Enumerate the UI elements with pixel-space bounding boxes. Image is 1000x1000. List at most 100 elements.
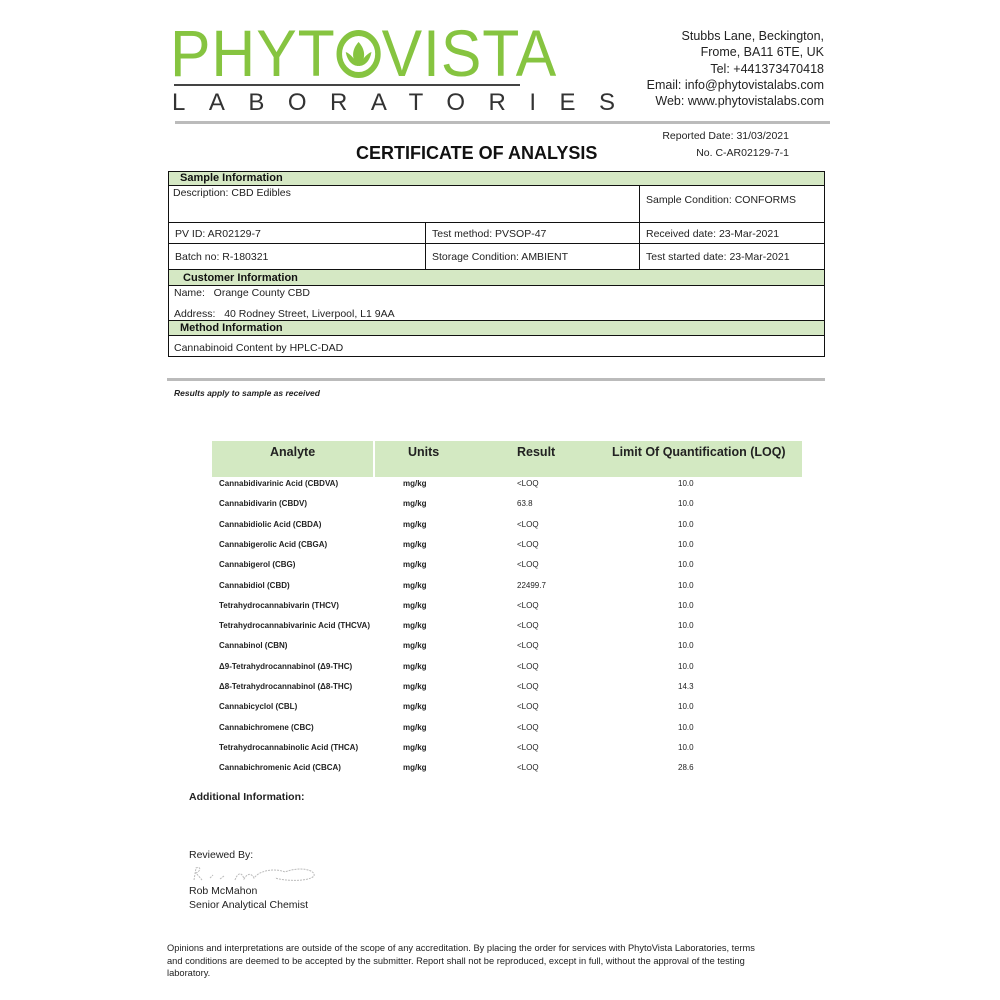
disclaimer: Opinions and interpretations are outside… [167, 943, 755, 978]
cell-result: <LOQ [517, 479, 539, 488]
additional-info-label: Additional Information: [189, 791, 305, 803]
customer-cell: Name: Orange County CBD Address: 40 Rodn… [168, 285, 825, 321]
cell-result: <LOQ [517, 722, 539, 732]
table-row: Δ8-Tetrahydrocannabinol (Δ8-THC) mg/kg <LO… [0, 682, 1000, 702]
col-loq: Limit Of Quantification (LOQ) [612, 445, 786, 459]
email: Email: info@phytovistalabs.com [646, 77, 824, 92]
cell-loq: 10.0 [678, 641, 694, 651]
cell-units: mg/kg [403, 763, 427, 773]
logo-divider [174, 84, 520, 86]
description: Description: CBD Edibles [173, 187, 291, 199]
storage-cell: Storage Condition: AMBIENT [425, 243, 640, 270]
address-line: Frome, BA11 6TE, UK [700, 45, 824, 60]
cell-analyte: Cannabichromene (CBC) [219, 722, 314, 732]
signature-image [190, 862, 320, 884]
cell-units: mg/kg [403, 682, 427, 691]
table-row: Cannabigerolic Acid (CBGA) mg/kg <LOQ 10.0 [0, 540, 1000, 560]
condition-cell: Sample Condition: CONFORMS [639, 185, 825, 223]
col-units: Units [408, 445, 440, 459]
table-row: Cannabidiolic Acid (CBDA) mg/kg <LOQ 10.0 [0, 520, 1000, 540]
cell-units: mg/kg [403, 519, 427, 529]
batch-no: Batch no: R-180321 [175, 251, 269, 263]
cell-result: 22499.7 [517, 580, 546, 590]
cell-units: mg/kg [403, 560, 427, 570]
cell-analyte: Cannabigerolic Acid (CBGA) [219, 539, 328, 549]
table-row: Cannabichromene (CBC) mg/kg <LOQ 10.0 [0, 723, 1000, 743]
reviewer-name: Rob McMahon [189, 885, 258, 897]
description-cell: Description: CBD Edibles [168, 185, 640, 223]
cell-analyte: Cannabinol (CBN) [219, 641, 288, 651]
logo-subtitle: LABORATORIES [172, 89, 639, 116]
website: Web: www.phytovistalabs.com [655, 94, 824, 109]
phone: Tel: +441373470418 [710, 61, 824, 76]
page-title: CERTIFICATE OF ANALYSIS [356, 143, 598, 163]
cell-analyte: Cannabigerol (CBG) [219, 560, 296, 570]
cell-result: <LOQ [517, 621, 539, 631]
cell-result: <LOQ [517, 682, 539, 691]
sample-info-heading: Sample Information [168, 171, 825, 186]
section-divider [167, 378, 825, 381]
table-row: Cannabicyclol (CBL) mg/kg <LOQ 10.0 [0, 702, 1000, 722]
header-separator [373, 441, 375, 477]
cell-units: mg/kg [403, 600, 427, 610]
header-divider [175, 121, 830, 124]
cell-result: <LOQ [517, 641, 539, 651]
cell-result: 63.8 [517, 499, 533, 509]
reviewed-by-label: Reviewed By: [189, 849, 254, 861]
cell-analyte: Cannabidivarin (CBDV) [219, 499, 308, 509]
report-meta: Reported Date: 31/03/2021 No. C-AR02129-… [662, 128, 789, 162]
cell-result: <LOQ [517, 763, 539, 773]
batch-cell: Batch no: R-180321 [168, 243, 426, 270]
customer-name: Name: Orange County CBD [174, 287, 310, 299]
cell-loq: 10.0 [678, 519, 694, 529]
cell-loq: 28.6 [678, 763, 694, 773]
cell-units: mg/kg [403, 702, 427, 712]
cell-loq: 10.0 [678, 600, 694, 610]
cell-loq: 10.0 [678, 722, 694, 732]
certificate-number: No. C-AR02129-7-1 [696, 147, 789, 159]
table-row: Tetrahydrocannabinolic Acid (THCA) mg/kg <… [0, 743, 1000, 763]
cell-analyte: Tetrahydrocannabivarinic Acid (THCVA) [219, 621, 370, 631]
col-result: Result [517, 445, 556, 459]
cell-units: mg/kg [403, 661, 427, 671]
table-row: Cannabidivarin (CBDV) mg/kg 63.8 10.0 [0, 499, 1000, 519]
method-cell: Cannabinoid Content by HPLC-DAD [168, 335, 825, 357]
leaf-logo-icon [336, 30, 381, 78]
lab-address: Stubbs Lane, Beckington, Frome, BA11 6TE… [647, 28, 824, 109]
cell-loq: 10.0 [678, 580, 694, 590]
cell-units: mg/kg [403, 580, 427, 590]
storage-condition: Storage Condition: AMBIENT [432, 251, 568, 263]
cell-result: <LOQ [517, 560, 539, 570]
cell-loq: 10.0 [678, 560, 694, 570]
reported-date: Reported Date: 31/03/2021 [662, 130, 789, 142]
table-row: Cannabichromenic Acid (CBCA) mg/kg <LOQ 28.… [0, 763, 1000, 783]
method-text: Cannabinoid Content by HPLC-DAD [174, 342, 344, 354]
cell-loq: 10.0 [678, 479, 694, 488]
cell-loq: 10.0 [678, 661, 694, 671]
table-row: Cannabigerol (CBG) mg/kg <LOQ 10.0 [0, 560, 1000, 580]
results-table-header: Analyte Units Result Limit Of Quantifica… [212, 441, 802, 477]
cell-analyte: Cannabidiol (CBD) [219, 580, 290, 590]
customer-address: Address: 40 Rodney Street, Liverpool, L1… [174, 308, 395, 320]
cell-units: mg/kg [403, 742, 427, 752]
sample-condition: Sample Condition: CONFORMS [646, 194, 796, 206]
table-row: Cannabidivarinic Acid (CBDVA) mg/kg <LOQ 10… [0, 479, 1000, 499]
address-line: Stubbs Lane, Beckington, [681, 29, 824, 43]
cell-loq: 10.0 [678, 499, 694, 509]
received-date: Received date: 23-Mar-2021 [646, 228, 780, 240]
cell-result: <LOQ [517, 742, 539, 752]
results-note: Results apply to sample as received [174, 388, 320, 398]
cell-analyte: Cannabichromenic Acid (CBCA) [219, 763, 341, 773]
pv-id: PV ID: AR02129-7 [175, 228, 261, 240]
cell-analyte: Δ8-Tetrahydrocannabinol (Δ8-THC) [219, 682, 353, 691]
reviewer-role: Senior Analytical Chemist [189, 899, 309, 911]
cell-units: mg/kg [403, 722, 427, 732]
pv-id-cell: PV ID: AR02129-7 [168, 222, 426, 244]
table-row: Tetrahydrocannabivarin (THCV) mg/kg <LOQ 10… [0, 601, 1000, 621]
cell-units: mg/kg [403, 539, 427, 549]
table-row: Cannabinol (CBN) mg/kg <LOQ 10.0 [0, 641, 1000, 661]
cell-loq: 10.0 [678, 742, 694, 752]
cell-analyte: Tetrahydrocannabinolic Acid (THCA) [219, 742, 359, 752]
cell-units: mg/kg [403, 641, 427, 651]
